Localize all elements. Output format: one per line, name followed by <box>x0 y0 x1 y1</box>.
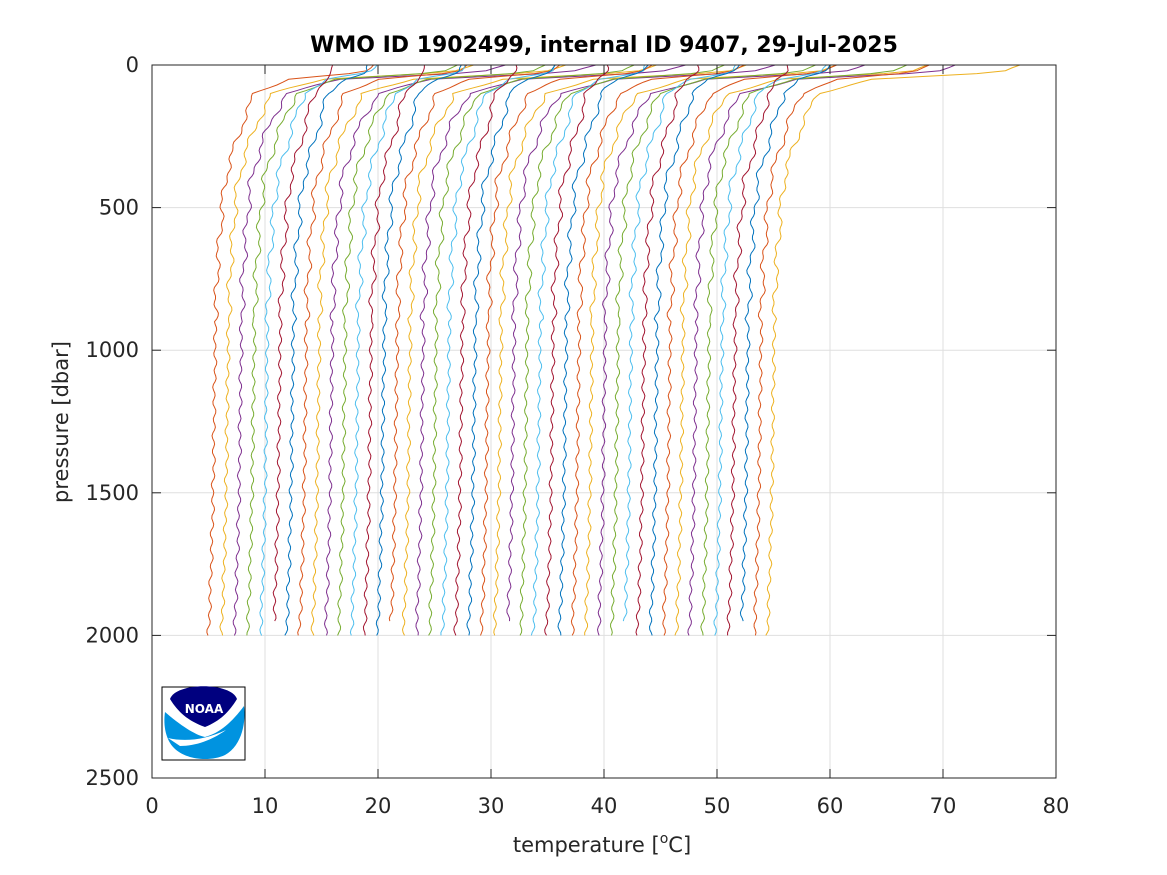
profile-line <box>674 64 928 636</box>
x-tick-label: 40 <box>591 794 618 818</box>
profile-line <box>753 64 930 636</box>
x-tick-label: 70 <box>930 794 957 818</box>
profile-line <box>726 64 789 636</box>
profile-line <box>206 64 374 636</box>
profile-line <box>584 64 837 636</box>
profile-line <box>259 64 378 636</box>
x-tick-label: 30 <box>478 794 505 818</box>
profile-line <box>570 64 745 636</box>
profile-line <box>648 64 740 636</box>
x-tick-label: 10 <box>252 794 279 818</box>
profile-line <box>713 64 827 636</box>
profile-line <box>272 64 334 622</box>
profile-line <box>453 64 518 636</box>
profile-line <box>492 64 747 636</box>
profile-line <box>219 64 474 636</box>
profile-line <box>349 64 466 636</box>
profile-line <box>428 64 635 636</box>
profile-line <box>519 64 725 636</box>
y-tick-label: 1500 <box>86 481 139 505</box>
profile-line <box>610 64 816 636</box>
y-tick-label: 500 <box>99 196 139 220</box>
x-tick-label: 80 <box>1043 794 1070 818</box>
profile-line <box>284 64 368 636</box>
y-tick-label: 0 <box>126 53 139 77</box>
profile-line <box>337 64 546 636</box>
noaa-logo-text: NOAA <box>185 702 224 716</box>
y-tick-label: 1000 <box>86 338 139 362</box>
y-tick-label: 2500 <box>86 766 139 790</box>
profile-line <box>479 64 653 636</box>
profile-line <box>687 64 956 636</box>
profile-line <box>388 64 561 622</box>
x-tick-label: 50 <box>704 794 731 818</box>
profile-line <box>232 64 506 636</box>
x-tick-label: 60 <box>817 794 844 818</box>
profile-line <box>765 64 1021 636</box>
profile-line <box>401 64 657 636</box>
profile-line <box>310 64 566 636</box>
profile-line <box>362 64 425 636</box>
x-tick-label: 0 <box>145 794 158 818</box>
profile-line <box>323 64 597 636</box>
y-tick-labels: 0 500 1000 1500 2000 2500 <box>86 53 139 790</box>
profile-line <box>622 64 736 622</box>
x-tick-labels: 0 10 20 30 40 50 60 70 80 <box>145 794 1069 818</box>
x-axis-label: temperature [oC] <box>513 831 691 857</box>
profile-line <box>530 64 645 636</box>
profile-line <box>297 64 468 636</box>
temperature-profiles <box>206 64 1021 636</box>
tick-marks <box>151 64 1057 779</box>
profile-line <box>544 64 610 636</box>
profile-line <box>440 64 555 636</box>
noaa-logo-icon: NOAA <box>161 686 246 761</box>
y-axis-label: pressure [dbar] <box>49 341 73 503</box>
profile-line <box>375 64 462 636</box>
profile-line <box>596 64 866 636</box>
profile-line <box>635 64 700 636</box>
x-tick-label: 20 <box>365 794 392 818</box>
profile-line <box>739 64 831 622</box>
y-tick-label: 2000 <box>86 623 139 647</box>
profile-line <box>661 64 837 636</box>
profile-line <box>414 64 686 636</box>
profile-line <box>245 64 458 636</box>
profile-line <box>700 64 908 636</box>
chart-title: WMO ID 1902499, internal ID 9407, 29-Jul… <box>310 33 898 58</box>
profile-line <box>557 64 649 636</box>
profile-line <box>506 64 776 622</box>
profile-line <box>466 64 556 636</box>
